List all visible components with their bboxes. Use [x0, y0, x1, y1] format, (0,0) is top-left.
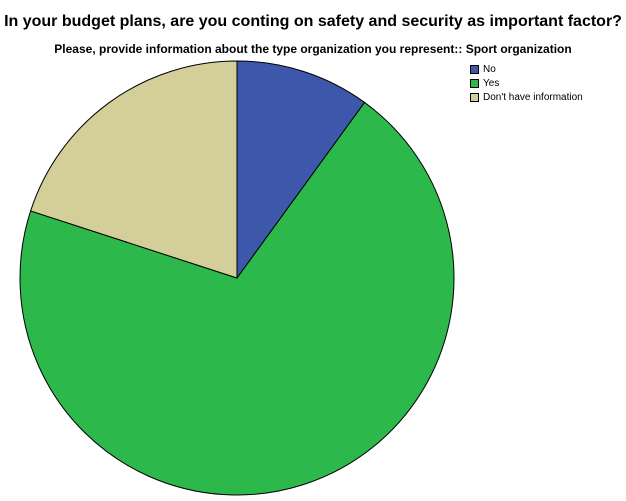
- legend-label: No: [483, 63, 496, 75]
- chart-title: In your budget plans, are you conting on…: [4, 13, 622, 30]
- pie-slice-no: [236, 60, 366, 280]
- legend-swatch: [470, 64, 479, 74]
- legend-swatch: [470, 92, 479, 102]
- legend-item: Yes: [470, 76, 583, 90]
- pie-slice-don-t-have-information: [29, 60, 238, 279]
- legend: No Yes Don't have information: [470, 62, 583, 104]
- chart-subtitle: Please, provide information about the ty…: [54, 42, 572, 56]
- legend-item: No: [470, 62, 583, 76]
- legend-swatch: [470, 78, 479, 88]
- legend-label: Yes: [483, 77, 500, 89]
- legend-label: Don't have information: [483, 91, 583, 103]
- pie-slice-yes: [19, 101, 455, 496]
- legend-item: Don't have information: [470, 90, 583, 104]
